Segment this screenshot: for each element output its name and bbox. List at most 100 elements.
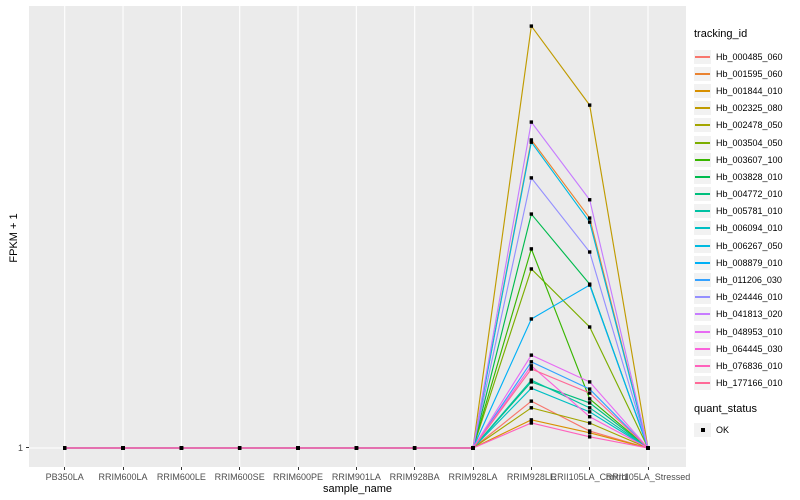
data-point <box>354 446 359 450</box>
data-point <box>471 446 475 450</box>
x-tick-mark <box>414 467 416 470</box>
legend-item-Hb_003828_010: Hb_003828_010 <box>694 168 800 185</box>
data-point <box>587 435 592 439</box>
line-swatch-icon <box>695 347 710 350</box>
legend-item-label: Hb_064445_030 <box>716 343 783 354</box>
data-point <box>587 220 592 224</box>
data-point <box>587 387 592 391</box>
legend-item-label: Hb_008879_010 <box>716 257 783 268</box>
x-tick-label: RRIM600LA <box>98 472 148 482</box>
legend-item-Hb_004772_010: Hb_004772_010 <box>694 186 800 203</box>
line-swatch-icon <box>695 227 710 230</box>
x-axis: PB350LA RRIM600LA RRIM600LE RRIM600SE RRIM60… <box>29 467 690 497</box>
legend-item-label: Hb_024446_010 <box>716 292 783 303</box>
line-swatch-icon <box>695 141 710 144</box>
x-tick-mark <box>122 467 124 470</box>
legend-item-label: Hb_041813_020 <box>716 309 783 320</box>
legend-item-Hb_003607_100: Hb_003607_100 <box>694 151 800 168</box>
legend-item-Hb_024446_010: Hb_024446_010 <box>694 289 800 306</box>
x-tick-mark <box>530 467 532 470</box>
legend-item-Hb_076836_010: Hb_076836_010 <box>694 357 800 374</box>
legend-title-quant-status: quant_status <box>694 402 757 415</box>
data-point <box>529 138 534 142</box>
data-point <box>529 406 534 410</box>
x-tick-label: PB350LA <box>45 472 84 482</box>
legend-key <box>694 307 711 322</box>
legend-item-label: Hb_002325_080 <box>716 103 783 114</box>
x-tick-label: RRIM928BA <box>389 472 440 482</box>
line-swatch-icon <box>695 158 710 161</box>
legend-item-Hb_002325_080: Hb_002325_080 <box>694 100 800 117</box>
data-point <box>587 415 592 419</box>
legend-item-label: Hb_001844_010 <box>716 85 783 96</box>
data-point <box>296 446 300 450</box>
legend-key <box>694 49 711 64</box>
legend-key <box>694 290 711 305</box>
data-point <box>587 216 592 220</box>
legend-key <box>694 324 711 339</box>
y-tick-label-1: 1 <box>17 443 23 453</box>
legend-item-label: Hb_006267_050 <box>716 240 783 251</box>
legend-key <box>694 376 711 391</box>
legend-item-label: Hb_177166_010 <box>716 378 783 389</box>
legend-item-label: Hb_004772_010 <box>716 189 783 200</box>
data-point <box>529 418 534 422</box>
data-point <box>237 446 242 450</box>
data-point <box>529 140 534 144</box>
legend-key <box>694 101 711 116</box>
line-swatch-icon <box>695 261 710 264</box>
data-point <box>587 410 592 414</box>
data-point <box>121 446 125 450</box>
data-point <box>587 421 592 425</box>
y-tick-mark <box>26 447 29 448</box>
data-point <box>529 212 534 216</box>
quant-ok-key <box>694 423 711 438</box>
legend-item-Hb_177166_010: Hb_177166_010 <box>694 375 800 392</box>
x-tick-label: RRII105LA_Stressed <box>605 472 691 482</box>
legend-key <box>694 187 711 202</box>
data-point <box>529 367 534 371</box>
legend-key <box>694 341 711 356</box>
legend-item-label: Hb_003828_010 <box>716 171 783 182</box>
plot-panel <box>29 6 686 467</box>
x-tick-label: RRIM600SE <box>214 472 265 482</box>
x-tick-label: RRIM600PE <box>273 472 324 482</box>
legend-item-Hb_001595_060: Hb_001595_060 <box>694 65 800 82</box>
legend-key <box>694 169 711 184</box>
line-swatch-icon <box>695 382 710 385</box>
line-swatch-icon <box>695 89 710 92</box>
legend: tracking_id Hb_000485_060 Hb_001595_060 Hb… <box>694 28 800 439</box>
x-tick-mark <box>647 467 649 470</box>
legend-item-Hb_005781_010: Hb_005781_010 <box>694 203 800 220</box>
data-point <box>529 317 534 321</box>
data-point <box>529 364 534 368</box>
legend-item-quant-ok: OK <box>694 422 800 439</box>
data-point <box>529 353 534 357</box>
x-tick-label: RRIM928LE <box>506 472 556 482</box>
legend-item-label: Hb_076836_010 <box>716 360 783 371</box>
x-tick-mark <box>589 467 591 470</box>
legend-item-label: Hb_000485_060 <box>716 51 783 62</box>
legend-item-label: Hb_002478_050 <box>716 120 783 131</box>
x-tick-mark <box>64 467 66 470</box>
data-point <box>587 250 592 254</box>
x-tick-mark <box>472 467 474 470</box>
legend-key <box>694 358 711 373</box>
x-tick-label: RRII105LA_Control <box>550 472 629 482</box>
legend-item-label: Hb_001595_060 <box>716 68 783 79</box>
data-point <box>587 406 592 410</box>
line-swatch-icon <box>695 210 710 213</box>
legend-key <box>694 221 711 236</box>
plot-svg <box>29 6 686 467</box>
data-point <box>529 24 534 28</box>
legend-items-tracking-id: Hb_000485_060 Hb_001595_060 Hb_001844_010 H… <box>694 48 800 392</box>
data-point <box>529 386 534 390</box>
legend-item-Hb_006094_010: Hb_006094_010 <box>694 220 800 237</box>
data-point <box>587 380 592 384</box>
data-point <box>529 360 534 364</box>
x-tick-mark <box>239 467 241 470</box>
line-swatch-icon <box>695 313 710 316</box>
legend-item-Hb_041813_020: Hb_041813_020 <box>694 306 800 323</box>
legend-item-Hb_008879_010: Hb_008879_010 <box>694 254 800 271</box>
data-point <box>587 325 592 329</box>
